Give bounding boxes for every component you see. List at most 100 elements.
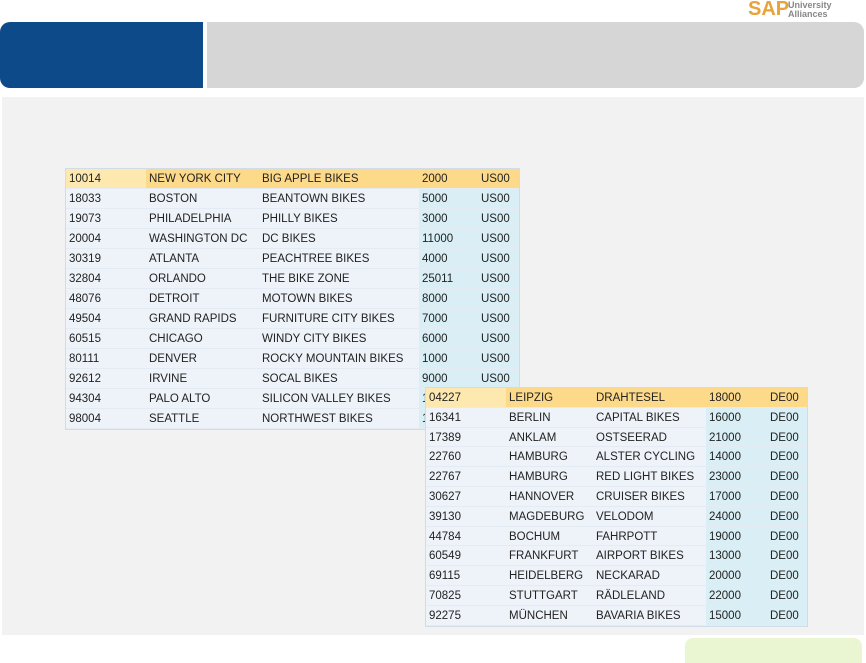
table-cell: 23000 <box>706 467 767 487</box>
table-cell: BERLIN <box>506 407 593 428</box>
table-cell: SOCAL BIKES <box>259 369 419 389</box>
table-cell: DE00 <box>767 566 807 586</box>
table-cell: PEACHTREE BIKES <box>259 249 419 269</box>
table-cell: HAMBURG <box>506 467 593 487</box>
header-bar <box>207 22 864 88</box>
table-cell: DC BIKES <box>259 229 419 249</box>
logo: SAP University Alliances <box>748 0 866 20</box>
footer-tab <box>685 638 862 663</box>
table-cell: 22760 <box>426 447 506 468</box>
table-cell: 22767 <box>426 467 506 487</box>
table-cell: HAMBURG <box>506 447 593 468</box>
table-cell: MAGDEBURG <box>506 506 593 527</box>
table-cell: BOSTON <box>146 189 259 209</box>
table-cell: US00 <box>478 349 519 369</box>
table-cell: 94304 <box>66 389 146 409</box>
table-cell: US00 <box>478 289 519 309</box>
table-cell: 60515 <box>66 329 146 349</box>
table-cell: RÄDLELAND <box>593 586 706 606</box>
table-cell: ANKLAM <box>506 427 593 448</box>
table-cell: PALO ALTO <box>146 389 259 409</box>
logo-line: University <box>788 0 832 10</box>
table-cell: 16000 <box>706 407 767 428</box>
table-cell: NEW YORK CITY <box>146 169 259 189</box>
table-cell: 9000 <box>419 369 478 389</box>
table: 04227 LEIPZIG DRAHTESEL 18000 DE00 16341 BERLI… <box>425 387 808 627</box>
table-cell: IRVINE <box>146 369 259 389</box>
table-cell: 92612 <box>66 369 146 389</box>
table-cell: 19000 <box>706 526 767 547</box>
table-cell: DE00 <box>767 586 807 606</box>
table-cell: 98004 <box>66 409 146 429</box>
table-cell: 4000 <box>419 249 478 269</box>
table-cell: DETROIT <box>146 289 259 309</box>
table-cell: OSTSEERAD <box>593 427 706 448</box>
table-cell: US00 <box>478 369 519 389</box>
table-cell: DE00 <box>767 506 807 527</box>
table-cell: 18033 <box>66 189 146 209</box>
table-cell: FAHRPOTT <box>593 526 706 547</box>
table-cell: DE00 <box>767 447 807 468</box>
table-cell: 04227 <box>426 388 506 408</box>
table-cell: 3000 <box>419 209 478 229</box>
table-cell: 10014 <box>66 169 146 189</box>
table-cell: 60549 <box>426 546 506 567</box>
header-block <box>0 22 203 88</box>
table-cell: 1000 <box>419 349 478 369</box>
table-cell: 14000 <box>706 447 767 468</box>
table-cell: 25011 <box>419 269 478 289</box>
table-cell: 30627 <box>426 487 506 507</box>
table-cell: US00 <box>478 309 519 329</box>
table-cell: GRAND RAPIDS <box>146 309 259 329</box>
table-cell: HANNOVER <box>506 487 593 507</box>
table-cell: DE00 <box>767 388 807 408</box>
table-cell: DE00 <box>767 407 807 428</box>
table-cell: 24000 <box>706 506 767 527</box>
table-cell: DE00 <box>767 526 807 547</box>
table-cell: US00 <box>478 249 519 269</box>
table-cell: 20000 <box>706 566 767 586</box>
table-cell: 32804 <box>66 269 146 289</box>
table-cell: 17000 <box>706 487 767 507</box>
table-cell: 69115 <box>426 566 506 586</box>
table-cell: CHICAGO <box>146 329 259 349</box>
table: 10014 NEW YORK CITY BIG APPLE BIKES 2000 US0… <box>65 168 520 430</box>
table-cell: CRUISER BIKES <box>593 487 706 507</box>
table-cell: SILICON VALLEY BIKES <box>259 389 419 409</box>
table-cell: DE00 <box>767 467 807 487</box>
table-cell: PHILLY BIKES <box>259 209 419 229</box>
table-cell: NORTHWEST BIKES <box>259 409 419 429</box>
table-cell: BOCHUM <box>506 526 593 547</box>
table-cell: 92275 <box>426 605 506 626</box>
table-cell: 20004 <box>66 229 146 249</box>
table-cell: 8000 <box>419 289 478 309</box>
table-cell: MÜNCHEN <box>506 605 593 626</box>
table-cell: DE00 <box>767 605 807 626</box>
table-cell: FURNITURE CITY BIKES <box>259 309 419 329</box>
table-cell: DRAHTESEL <box>593 388 706 408</box>
table-cell: AIRPORT BIKES <box>593 546 706 567</box>
table-cell: 16341 <box>426 407 506 428</box>
table-cell: VELODOM <box>593 506 706 527</box>
table-cell: 22000 <box>706 586 767 606</box>
table-cell: DE00 <box>767 487 807 507</box>
table-cell: ATLANTA <box>146 249 259 269</box>
table-cell: US00 <box>478 189 519 209</box>
table-cell: CAPITAL BIKES <box>593 407 706 428</box>
table-cell: 49504 <box>66 309 146 329</box>
table-cell: 7000 <box>419 309 478 329</box>
table-cell: US00 <box>478 229 519 249</box>
table-cell: 11000 <box>419 229 478 249</box>
table-cell: DE00 <box>767 427 807 448</box>
table-cell: ROCKY MOUNTAIN BIKES <box>259 349 419 369</box>
table-cell: US00 <box>478 329 519 349</box>
table-cell: BAVARIA BIKES <box>593 605 706 626</box>
table-cell: 13000 <box>706 546 767 567</box>
table-cell: 6000 <box>419 329 478 349</box>
table-cell: 5000 <box>419 189 478 209</box>
table-cell: ALSTER CYCLING <box>593 447 706 468</box>
table-cell: 30319 <box>66 249 146 269</box>
table-cell: WINDY CITY BIKES <box>259 329 419 349</box>
table-cell: LEIPZIG <box>506 388 593 408</box>
table-cell: THE BIKE ZONE <box>259 269 419 289</box>
